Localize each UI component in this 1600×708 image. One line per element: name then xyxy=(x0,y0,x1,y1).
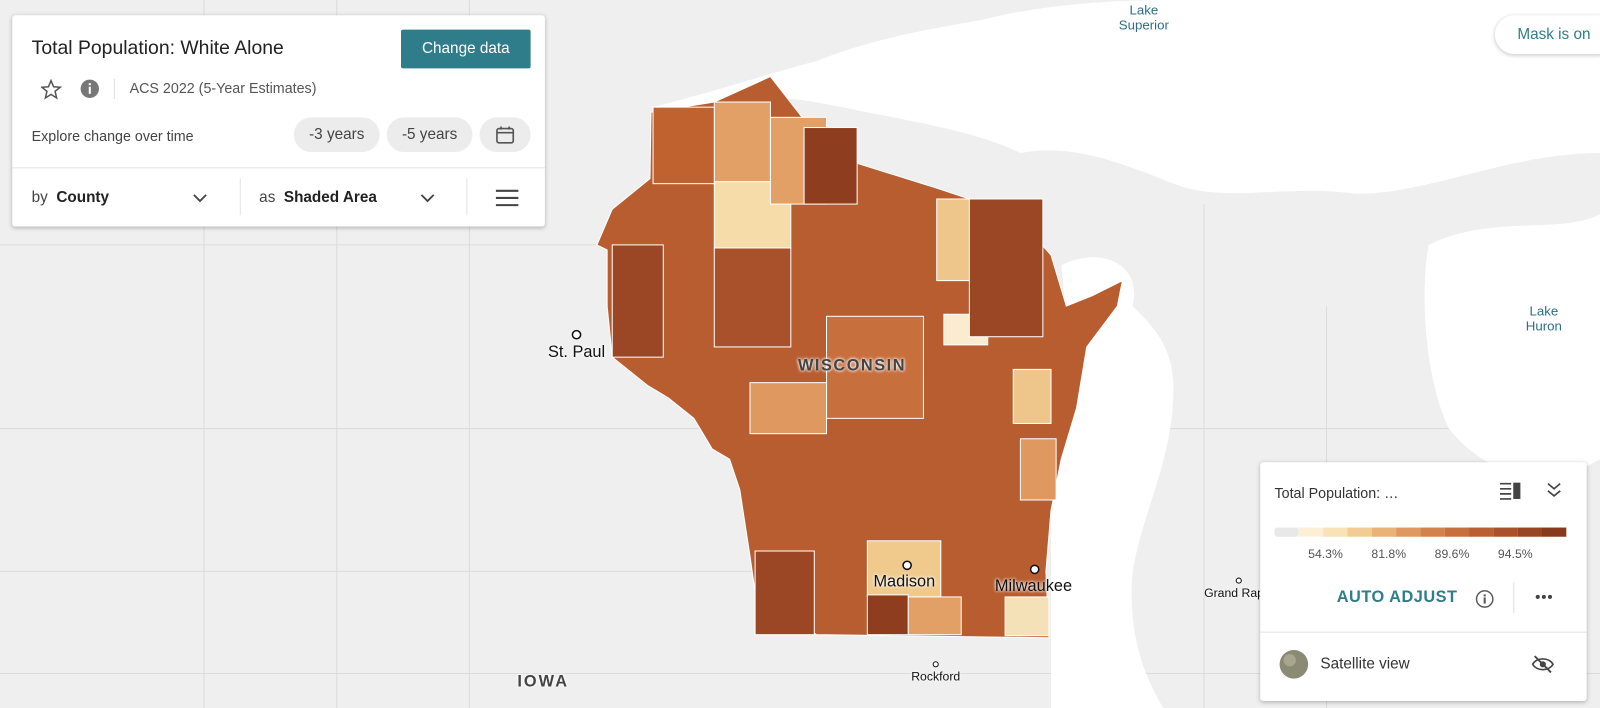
legend-swatch xyxy=(1493,527,1518,537)
legend-swatch xyxy=(1420,527,1445,537)
panel-icons xyxy=(40,78,115,100)
map-label: Milwaukee xyxy=(994,577,1073,595)
selector-prefix: as xyxy=(259,188,276,207)
more-icon[interactable] xyxy=(1534,593,1554,601)
map-label: Grand Rap xyxy=(1204,585,1264,600)
legend-label: 81.8% xyxy=(1371,547,1406,561)
visibility-icon[interactable] xyxy=(1531,654,1554,674)
map-label: Lake Huron xyxy=(1525,303,1562,334)
satellite-label: Satellite view xyxy=(1320,655,1410,673)
legend-swatch xyxy=(1298,527,1324,537)
legend-swatch xyxy=(1469,527,1494,537)
legend-swatch xyxy=(1371,527,1397,537)
selector-value: County xyxy=(56,188,110,207)
legend-label: 89.6% xyxy=(1435,547,1470,561)
calendar-button[interactable] xyxy=(479,117,531,153)
source-label: ACS 2022 (5-Year Estimates) xyxy=(129,79,317,96)
legend-swatch xyxy=(1323,527,1348,537)
mask-label: Mask is on xyxy=(1517,25,1591,43)
change-data-button[interactable]: Change data xyxy=(401,29,531,69)
legend-label: 54.3% xyxy=(1308,547,1343,561)
legend-swatch xyxy=(1541,527,1567,537)
legend-style-icon[interactable] xyxy=(1499,481,1523,501)
satellite-thumbnail xyxy=(1279,649,1309,679)
legend-title: Total Population: … xyxy=(1274,484,1399,502)
legend-swatch xyxy=(1517,527,1542,537)
map-label: Lake Superior xyxy=(1118,2,1169,33)
time-button[interactable]: -5 years xyxy=(386,117,473,153)
legend-swatch xyxy=(1347,527,1372,537)
collapse-icon[interactable] xyxy=(1546,481,1562,499)
panel-title: Total Population: White Alone xyxy=(31,37,284,60)
legend-label: 94.5% xyxy=(1498,547,1533,561)
map-label: Madison xyxy=(873,573,936,591)
explore-label: Explore change over time xyxy=(31,127,194,144)
data-panel: Total Population: White Alone Change dat… xyxy=(12,15,545,227)
legend-swatch xyxy=(1274,527,1299,537)
map-label: Rockford xyxy=(911,669,961,684)
info-icon[interactable] xyxy=(1474,589,1494,609)
legend-ramp: 54.3% 81.8% 89.6% 94.5% xyxy=(1274,527,1567,561)
legend-swatch xyxy=(1444,527,1470,537)
calendar-icon xyxy=(496,126,515,144)
selector-value: Shaded Area xyxy=(283,188,377,207)
map-label: WISCONSIN xyxy=(797,357,907,375)
geo-selector[interactable]: by County xyxy=(32,189,109,206)
map-label: St. Paul xyxy=(547,343,606,362)
legend-swatch xyxy=(1396,527,1421,537)
chevron xyxy=(193,194,207,203)
selector-prefix: by xyxy=(31,188,48,207)
menu-icon[interactable] xyxy=(495,189,519,207)
legend-panel: Total Population: … 54.3% 81.8% 89.6% 94.5%… xyxy=(1260,462,1587,702)
chevron xyxy=(420,194,435,203)
time-button[interactable]: -3 years xyxy=(293,117,380,153)
favorite-icon[interactable] xyxy=(40,78,63,100)
auto-adjust-button[interactable]: AUTO ADJUST xyxy=(1336,588,1458,607)
map-label: IOWA xyxy=(517,673,570,691)
mask-toggle[interactable]: Mask is on xyxy=(1494,15,1600,55)
visualization-selector[interactable]: as Shaded Area xyxy=(259,189,377,206)
